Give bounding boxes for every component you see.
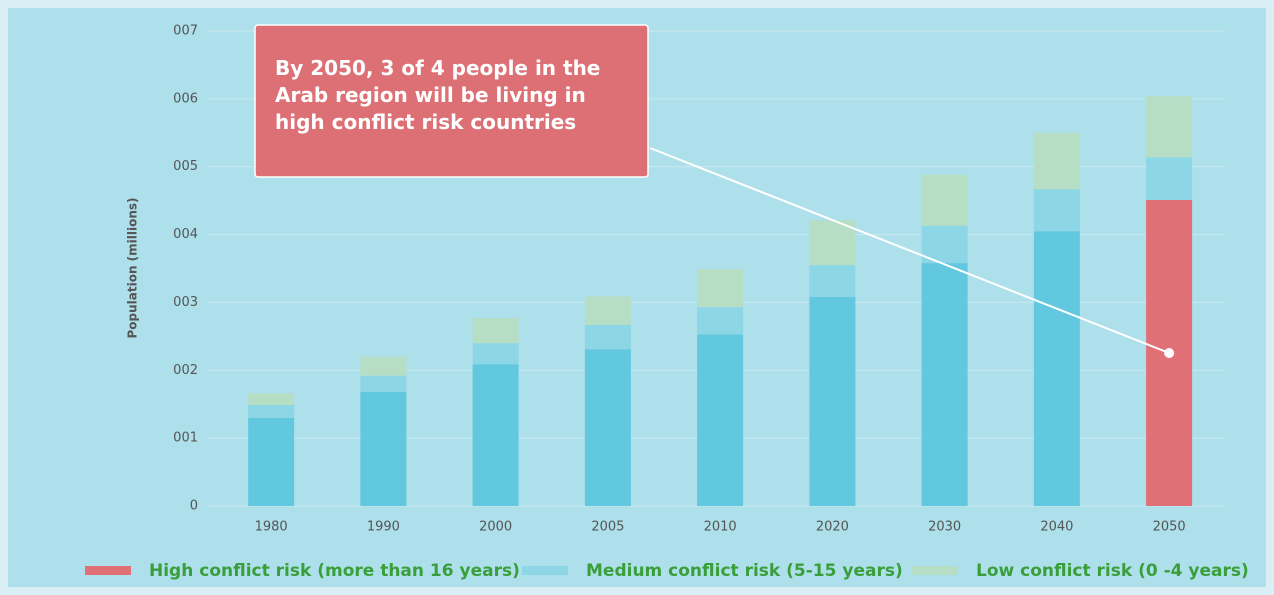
bar-segment (697, 307, 744, 335)
annotation-box (254, 24, 649, 178)
annotation-text: By 2050, 3 of 4 people in the Arab regio… (275, 56, 601, 134)
legend-swatch (85, 566, 131, 575)
legend-swatch (912, 566, 958, 575)
bar-segment (360, 356, 407, 376)
bar-segment (1033, 132, 1080, 190)
bar-segment (1146, 157, 1193, 200)
x-tick-label: 2050 (1153, 520, 1186, 535)
y-axis-label: Population (millions) (126, 197, 140, 338)
x-tick-label: 2020 (816, 520, 849, 535)
bar-segment (248, 417, 295, 506)
legend-swatch (522, 566, 568, 575)
legend-label: Medium conflict risk (5-15 years) (586, 561, 903, 581)
bar-segment (248, 404, 295, 418)
y-tick-label: 001 (173, 431, 198, 446)
x-tick-label: 2030 (928, 520, 961, 535)
bar-segment (1033, 189, 1080, 232)
bar-segment (1033, 231, 1080, 506)
bar-segment (472, 364, 519, 506)
bar-segment (921, 174, 968, 226)
bar-segment (472, 318, 519, 344)
y-tick-label: 006 (173, 91, 198, 106)
y-tick-label: 004 (173, 227, 198, 242)
bar-segment (1146, 96, 1193, 158)
bar-segment (697, 269, 744, 308)
x-tick-label: 1990 (367, 520, 400, 535)
y-tick-label: 003 (173, 295, 198, 310)
y-tick-label: 0 (190, 499, 198, 514)
bar-segment (360, 392, 407, 506)
y-tick-label: 002 (173, 363, 198, 378)
x-tick-label: 2010 (704, 520, 737, 535)
y-tick-label: 007 (173, 24, 198, 39)
legend-label: High conflict risk (more than 16 years) (149, 561, 520, 581)
bar-segment (809, 220, 856, 266)
x-tick-label: 1980 (255, 520, 288, 535)
bar-segment (584, 349, 631, 506)
bar-segment (472, 343, 519, 365)
legend-label: Low conflict risk (0 -4 years) (976, 561, 1249, 581)
bar-segment (584, 296, 631, 325)
bar-segment (697, 334, 744, 506)
x-tick-label: 2000 (479, 520, 512, 535)
bar-segment (248, 393, 295, 405)
bar-segment (809, 297, 856, 506)
y-tick-label: 005 (173, 159, 198, 174)
annotation-leader (649, 147, 1170, 354)
x-tick-label: 2040 (1040, 520, 1073, 535)
bar-segment (921, 225, 968, 264)
bar-segment (584, 324, 631, 350)
annotation-holder: By 2050, 3 of 4 people in the Arab regio… (275, 56, 601, 134)
bar-segment (360, 375, 407, 392)
bar-segment (921, 263, 968, 506)
bar-segment (809, 265, 856, 297)
x-tick-label: 2005 (591, 520, 624, 535)
annotation-dot (1164, 348, 1175, 358)
